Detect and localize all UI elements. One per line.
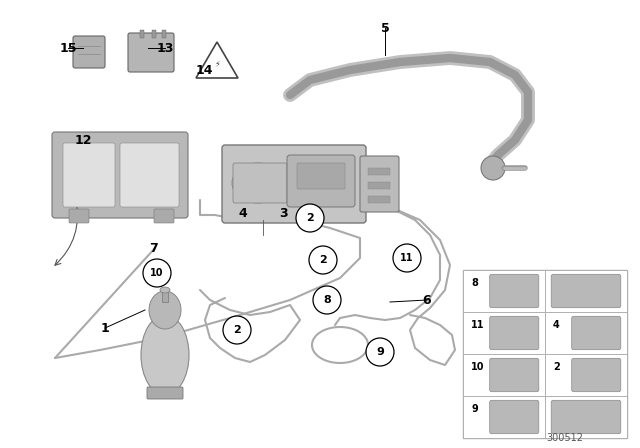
FancyBboxPatch shape	[154, 209, 174, 223]
Circle shape	[296, 204, 324, 232]
FancyBboxPatch shape	[63, 143, 115, 207]
Text: 8: 8	[323, 295, 331, 305]
FancyBboxPatch shape	[572, 358, 621, 392]
Ellipse shape	[141, 315, 189, 395]
Text: 6: 6	[422, 293, 431, 306]
Circle shape	[143, 259, 171, 287]
Bar	[463, 312, 545, 354]
Bar	[463, 270, 627, 438]
FancyBboxPatch shape	[73, 36, 105, 68]
Text: 7: 7	[148, 241, 157, 254]
Circle shape	[313, 286, 341, 314]
Text: 300512: 300512	[547, 433, 584, 443]
Ellipse shape	[149, 291, 181, 329]
Circle shape	[223, 316, 251, 344]
FancyBboxPatch shape	[490, 316, 539, 350]
Text: 14: 14	[195, 64, 212, 77]
Ellipse shape	[232, 163, 284, 203]
Text: 9: 9	[376, 347, 384, 357]
Bar	[368, 182, 390, 189]
FancyBboxPatch shape	[551, 401, 621, 434]
Bar	[162, 290, 168, 302]
Bar	[545, 270, 627, 312]
Bar	[368, 196, 390, 203]
FancyBboxPatch shape	[551, 274, 621, 308]
Bar	[162, 30, 166, 38]
Bar	[463, 396, 545, 438]
Bar	[545, 354, 627, 396]
Text: 3: 3	[278, 207, 287, 220]
Circle shape	[481, 156, 505, 180]
FancyBboxPatch shape	[287, 155, 355, 207]
Polygon shape	[196, 42, 238, 78]
Text: 10: 10	[150, 268, 164, 278]
FancyBboxPatch shape	[490, 358, 539, 392]
FancyBboxPatch shape	[147, 387, 183, 399]
FancyBboxPatch shape	[360, 156, 399, 212]
Text: 15: 15	[60, 42, 77, 55]
Bar	[152, 30, 156, 38]
Text: 8: 8	[471, 278, 478, 288]
Bar	[140, 30, 144, 38]
Text: 11: 11	[400, 253, 413, 263]
Circle shape	[366, 338, 394, 366]
Text: 4: 4	[239, 207, 248, 220]
Text: 4: 4	[553, 320, 560, 330]
Text: 2: 2	[306, 213, 314, 223]
Bar	[463, 270, 545, 312]
FancyBboxPatch shape	[572, 316, 621, 350]
Ellipse shape	[160, 287, 170, 293]
Text: 10: 10	[471, 362, 484, 372]
Text: 1: 1	[100, 322, 109, 335]
FancyBboxPatch shape	[52, 132, 188, 218]
FancyBboxPatch shape	[120, 143, 179, 207]
Text: 13: 13	[156, 42, 173, 55]
FancyBboxPatch shape	[128, 33, 174, 72]
Text: 2: 2	[553, 362, 560, 372]
Text: 2: 2	[319, 255, 327, 265]
FancyBboxPatch shape	[297, 163, 345, 189]
FancyBboxPatch shape	[233, 163, 287, 203]
FancyBboxPatch shape	[69, 209, 89, 223]
Bar	[368, 168, 390, 175]
Text: 11: 11	[471, 320, 484, 330]
Circle shape	[393, 244, 421, 272]
Text: 5: 5	[381, 22, 389, 34]
Text: 9: 9	[471, 404, 477, 414]
Text: 2: 2	[233, 325, 241, 335]
Circle shape	[309, 246, 337, 274]
Bar	[463, 354, 545, 396]
FancyBboxPatch shape	[490, 401, 539, 434]
Bar	[545, 312, 627, 354]
FancyBboxPatch shape	[222, 145, 366, 223]
Bar	[545, 396, 627, 438]
FancyBboxPatch shape	[490, 274, 539, 308]
Text: ⚡: ⚡	[214, 60, 220, 69]
Text: 12: 12	[74, 134, 92, 146]
